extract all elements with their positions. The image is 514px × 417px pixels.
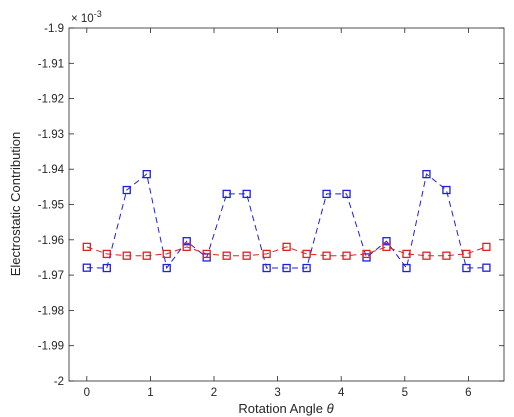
y-tick-label: -1.95 bbox=[38, 200, 64, 212]
x-tick-label: 2 bbox=[211, 387, 217, 399]
y-tick-label: -1.99 bbox=[38, 341, 64, 353]
y-axis-label-text: Electrostatic Contribution bbox=[8, 132, 23, 277]
data-point-marker bbox=[202, 249, 211, 259]
data-point-marker bbox=[342, 189, 351, 199]
series-line bbox=[86, 246, 487, 257]
data-point-marker bbox=[322, 251, 331, 260]
data-point-marker bbox=[222, 251, 231, 260]
data-point-marker bbox=[182, 237, 191, 246]
data-point-marker bbox=[442, 251, 451, 260]
data-point-marker bbox=[262, 249, 271, 259]
data-point-marker bbox=[82, 242, 91, 252]
data-point-marker bbox=[302, 263, 311, 273]
x-tick-label: 1 bbox=[147, 387, 153, 399]
series-2 bbox=[82, 242, 491, 260]
x-tick-label: 4 bbox=[338, 387, 345, 399]
y-axis-ticks: -1.9 -1.91 -1.92 -1.93 -1.94 -1.95 -1.96 -1.97 -… bbox=[38, 23, 504, 388]
data-point-marker bbox=[322, 189, 331, 199]
data-point-marker bbox=[102, 249, 111, 259]
data-point-marker bbox=[422, 169, 431, 179]
data-point-marker bbox=[142, 169, 151, 179]
y-tick-label: -1.93 bbox=[38, 129, 64, 141]
data-point-marker bbox=[282, 263, 291, 273]
data-point-marker bbox=[162, 263, 171, 273]
y-tick-label: -1.96 bbox=[38, 235, 64, 247]
y-tick-label: -1.91 bbox=[38, 58, 64, 70]
y-axis-label: Electrostatic Contribution bbox=[8, 132, 23, 277]
data-point-marker bbox=[122, 251, 131, 260]
data-point-marker bbox=[282, 242, 291, 252]
x-tick-label: 6 bbox=[465, 387, 471, 399]
data-point-marker bbox=[382, 237, 391, 246]
data-point-marker bbox=[482, 242, 491, 252]
y-tick-label: -1.94 bbox=[38, 164, 65, 176]
y-tick-label: -2 bbox=[54, 376, 64, 388]
series-layer bbox=[82, 169, 491, 273]
x-tick-label: 5 bbox=[402, 387, 408, 399]
data-point-marker bbox=[422, 251, 431, 260]
data-point-marker bbox=[222, 189, 231, 199]
data-point-marker bbox=[402, 263, 411, 273]
y-exponent-base: × 10 bbox=[71, 13, 94, 25]
y-axis-exponent: × 10-3 bbox=[71, 9, 102, 25]
data-point-marker bbox=[342, 251, 351, 260]
y-tick-label: -1.97 bbox=[38, 270, 64, 282]
data-point-marker bbox=[462, 263, 471, 273]
plot-area bbox=[68, 27, 505, 382]
data-point-marker bbox=[302, 249, 311, 259]
data-point-marker bbox=[402, 249, 411, 259]
data-point-marker bbox=[122, 185, 131, 195]
data-point-marker bbox=[102, 263, 111, 273]
data-point-marker bbox=[242, 251, 251, 260]
data-point-marker bbox=[382, 242, 391, 252]
y-tick-label: -1.9 bbox=[44, 23, 64, 35]
x-axis-label: Rotation Angle θ bbox=[238, 401, 333, 416]
x-tick-label: 3 bbox=[274, 387, 280, 399]
data-point-marker bbox=[262, 263, 271, 273]
x-axis-ticks: 0 1 2 3 4 5 6 bbox=[84, 28, 472, 399]
data-point-marker bbox=[242, 189, 251, 199]
data-point-marker bbox=[82, 263, 91, 272]
x-axis-label-symbol: θ bbox=[327, 401, 334, 416]
data-point-marker bbox=[442, 185, 451, 195]
data-point-marker bbox=[182, 242, 191, 252]
data-point-marker bbox=[482, 263, 491, 272]
data-point-marker bbox=[142, 251, 151, 260]
series-1 bbox=[82, 169, 491, 273]
y-tick-label: -1.92 bbox=[38, 94, 64, 106]
x-tick-label: 0 bbox=[84, 387, 90, 399]
y-tick-label: -1.98 bbox=[38, 305, 64, 317]
data-point-marker bbox=[462, 249, 471, 259]
x-axis-label-text: Rotation Angle bbox=[238, 401, 323, 416]
series-line bbox=[86, 173, 487, 270]
data-point-marker bbox=[162, 249, 171, 259]
data-point-marker bbox=[362, 249, 371, 259]
y-exponent-power: -3 bbox=[94, 9, 102, 19]
